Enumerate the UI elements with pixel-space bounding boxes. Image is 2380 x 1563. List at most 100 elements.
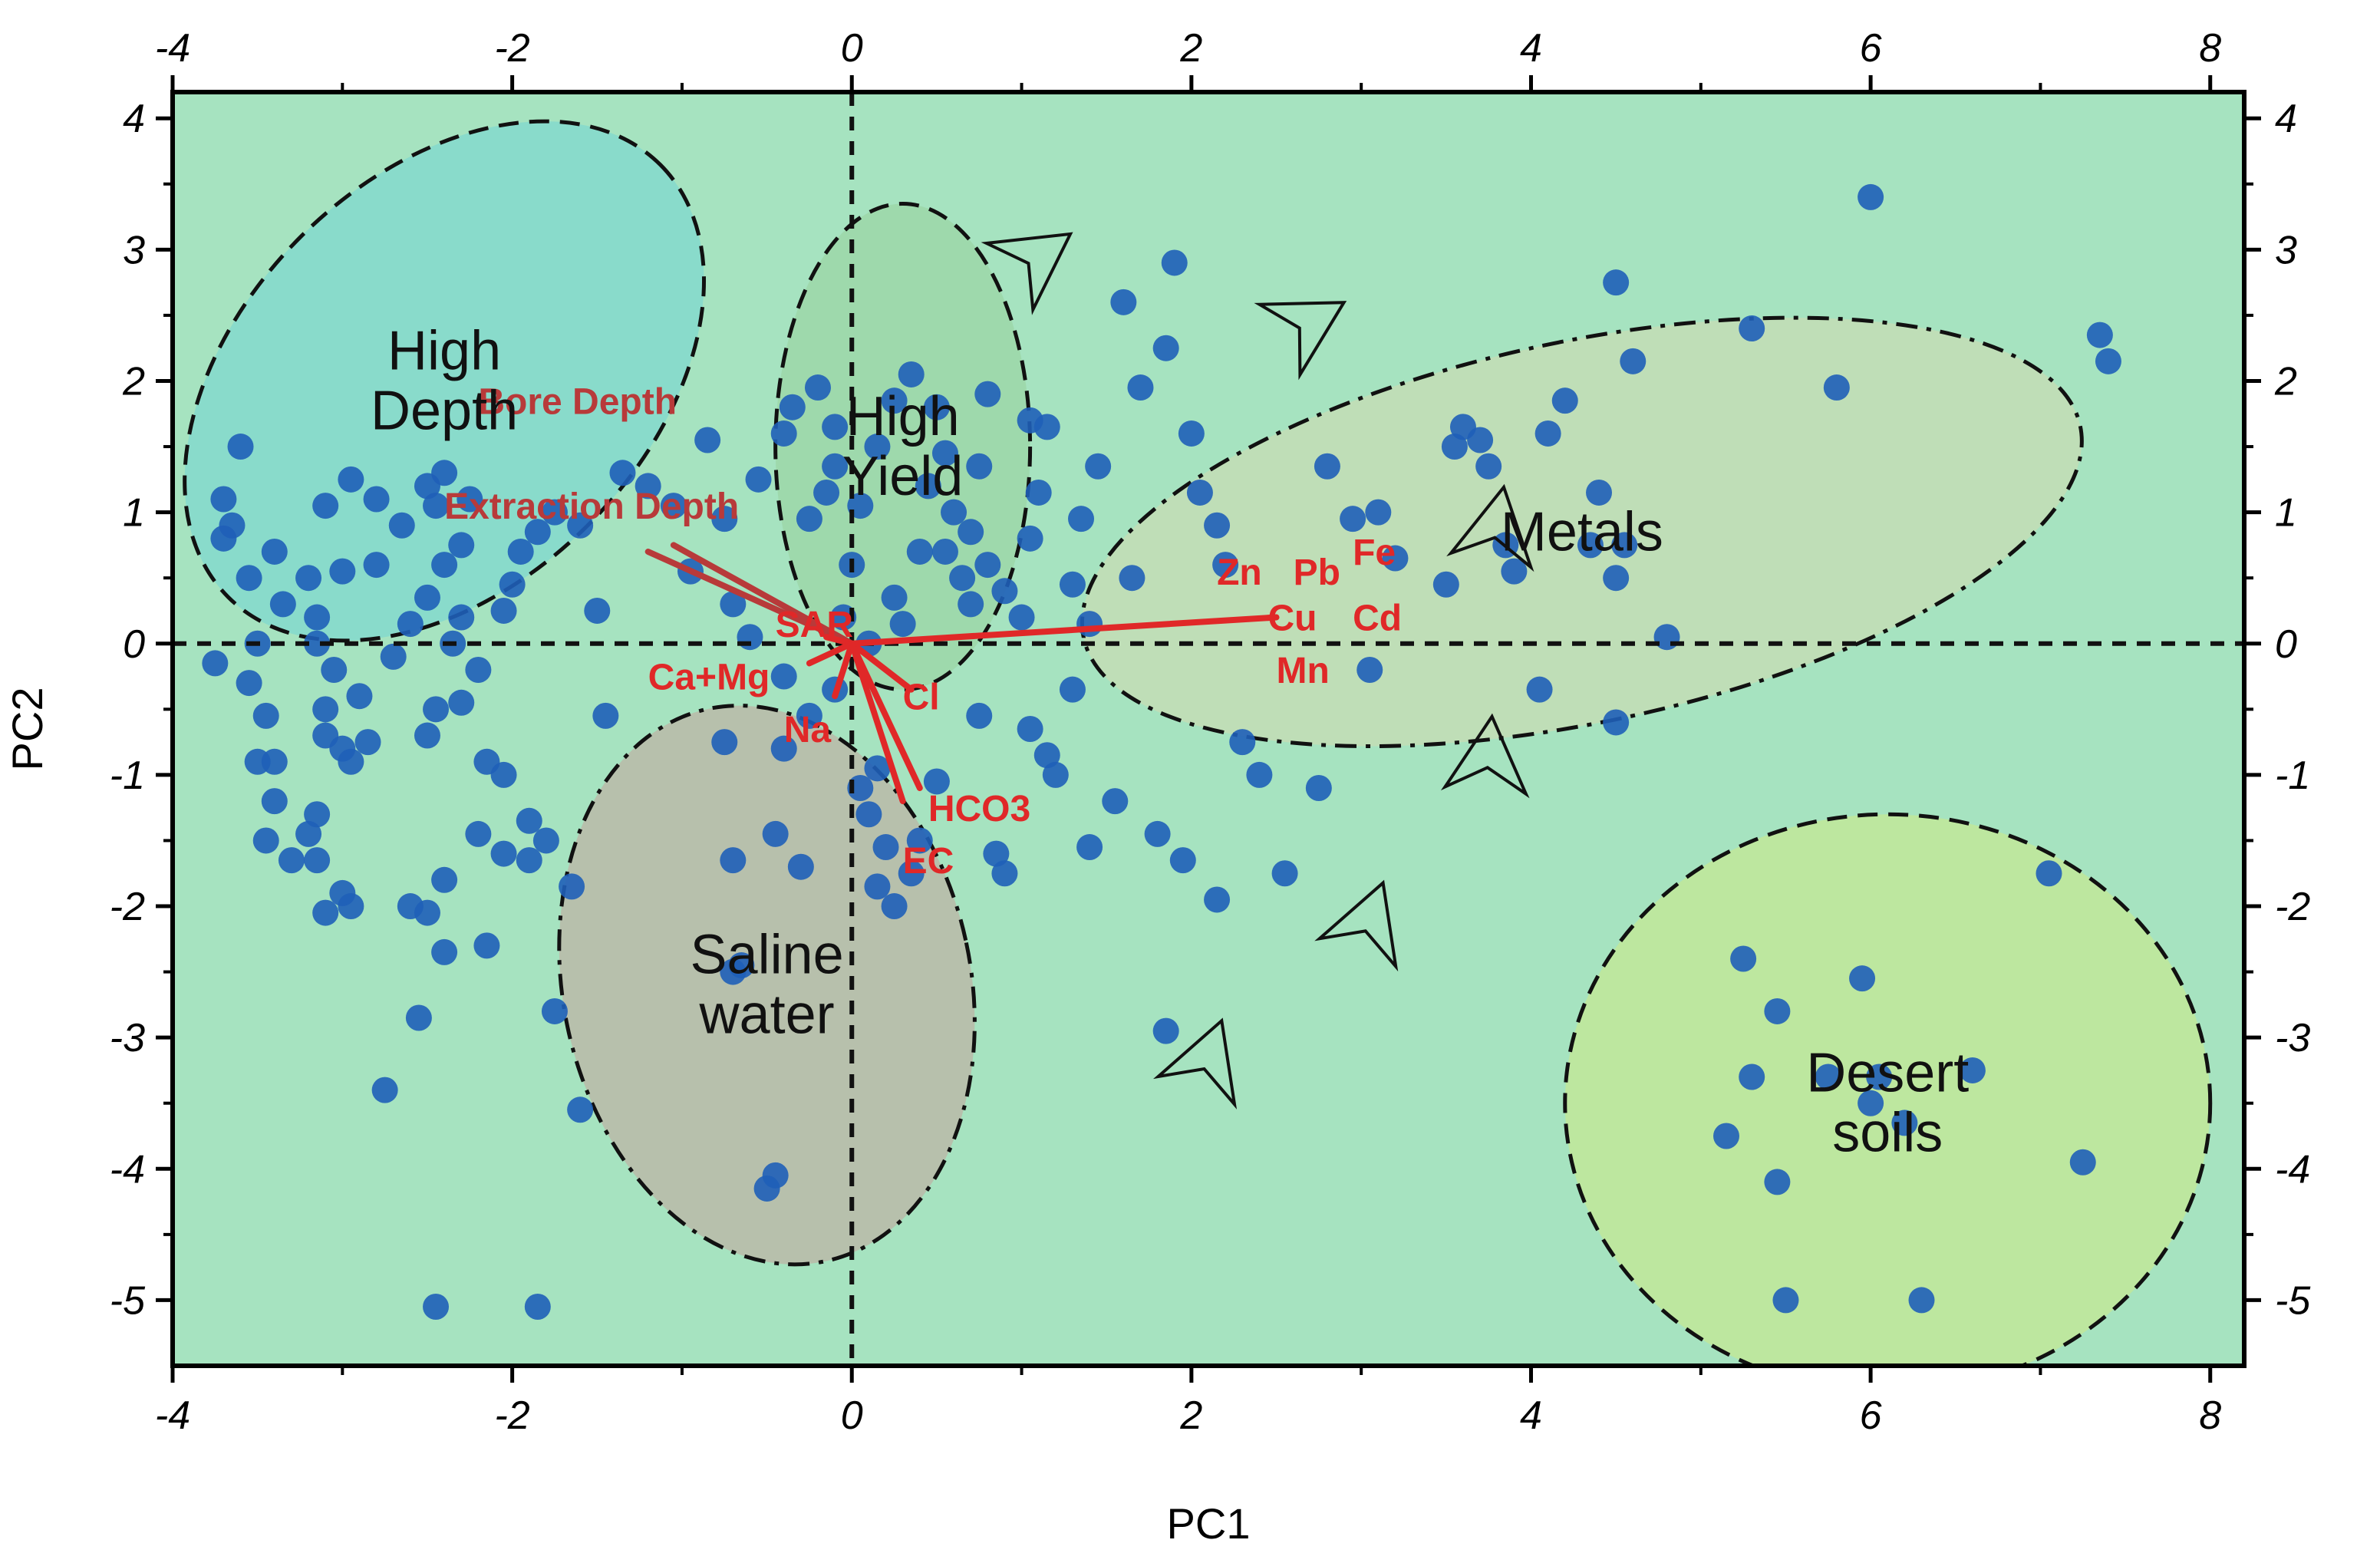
- data-point: [711, 729, 738, 756]
- data-point: [1534, 420, 1561, 447]
- direction-arrow: [1254, 301, 1347, 381]
- data-point: [338, 893, 364, 920]
- data-point: [660, 493, 687, 519]
- loading-label-na: Na: [784, 710, 832, 750]
- data-point: [1204, 512, 1231, 539]
- data-point: [1305, 775, 1332, 802]
- data-point: [1152, 1017, 1179, 1044]
- desert-soils-region: [1563, 812, 2213, 1366]
- data-point: [931, 440, 958, 467]
- data-point: [1271, 860, 1298, 887]
- data-point: [490, 761, 517, 788]
- data-point: [338, 466, 364, 493]
- data-point: [974, 381, 1001, 407]
- data-point: [1076, 834, 1103, 861]
- data-point: [516, 807, 542, 834]
- data-point: [1858, 183, 1884, 210]
- loading-vector: [806, 640, 855, 667]
- x-tick-label-bottom: 2: [1179, 1393, 1202, 1438]
- data-point: [1815, 1063, 1841, 1090]
- plot-frame: [170, 90, 2246, 1368]
- metals-label: Metals: [1501, 501, 1663, 562]
- y-tick-label-left: 2: [122, 359, 145, 404]
- data-point: [414, 584, 440, 611]
- data-point: [380, 643, 407, 670]
- data-point: [864, 755, 891, 782]
- data-point: [312, 493, 339, 519]
- data-point: [227, 434, 254, 460]
- y-tick-label-left: -1: [110, 753, 145, 798]
- data-point: [1382, 545, 1409, 572]
- data-point: [2095, 348, 2121, 374]
- data-point: [1127, 374, 1154, 401]
- data-point: [1246, 761, 1273, 788]
- data-point: [1059, 571, 1086, 598]
- data-point: [2069, 1149, 2096, 1176]
- data-point: [244, 748, 271, 775]
- data-point: [1611, 532, 1638, 559]
- data-point: [490, 597, 517, 624]
- data-point: [1441, 434, 1468, 460]
- direction-arrow: [1153, 1017, 1238, 1110]
- data-point: [983, 840, 1010, 867]
- data-point: [872, 834, 899, 861]
- y-tick-label-right: -4: [2275, 1147, 2310, 1192]
- data-point: [1577, 532, 1604, 559]
- y-tick-label-right: -1: [2275, 753, 2310, 798]
- desert-soils-label: Desert: [1806, 1043, 1969, 1104]
- data-point: [881, 584, 908, 611]
- data-point: [949, 565, 976, 592]
- data-point: [210, 525, 237, 552]
- saline-water-region: [557, 704, 977, 1267]
- data-point: [1017, 407, 1043, 434]
- loading-vector: [849, 640, 915, 693]
- data-point: [1739, 1063, 1765, 1090]
- data-point: [567, 1096, 594, 1123]
- data-point: [1059, 676, 1086, 703]
- loading-vector: [832, 640, 855, 700]
- direction-arrow: [1446, 483, 1534, 572]
- data-point: [269, 591, 296, 618]
- data-point: [1085, 453, 1112, 480]
- data-point: [1110, 289, 1137, 315]
- direction-arrow: [981, 232, 1073, 315]
- data-point: [295, 565, 322, 592]
- data-point: [507, 538, 534, 565]
- data-point: [516, 847, 542, 874]
- data-point: [363, 486, 390, 513]
- data-point: [966, 702, 993, 729]
- x-tick-label-top: 2: [1179, 26, 1202, 71]
- y-tick-label-left: -2: [110, 885, 145, 929]
- x-tick-label-top: 4: [1520, 26, 1542, 71]
- data-point: [304, 630, 331, 657]
- data-point: [1212, 552, 1239, 579]
- loading-label-cu: Cu: [1267, 598, 1317, 639]
- data-point: [745, 466, 772, 493]
- loading-label-cl: Cl: [903, 677, 940, 717]
- data-point: [1102, 788, 1129, 815]
- data-point: [541, 997, 568, 1024]
- data-point: [974, 552, 1001, 579]
- data-point: [1501, 558, 1528, 585]
- data-point: [864, 434, 891, 460]
- loading-vector: [849, 640, 906, 805]
- data-point: [694, 427, 721, 453]
- reference-lines: [173, 92, 2244, 1366]
- data-point: [1186, 479, 1213, 506]
- data-point: [414, 899, 440, 926]
- loading-label-pb: Pb: [1294, 552, 1340, 593]
- data-point: [1849, 965, 1876, 992]
- data-point: [804, 374, 831, 401]
- data-point: [966, 453, 993, 480]
- y-tick-label-right: -2: [2275, 885, 2310, 929]
- data-point: [898, 361, 925, 387]
- direction-arrows: [981, 232, 1534, 1110]
- data-point: [448, 689, 475, 716]
- data-point: [354, 729, 381, 756]
- data-point: [236, 565, 262, 592]
- y-tick-label-right: -3: [2275, 1016, 2310, 1060]
- high-depth-label: High: [387, 320, 501, 381]
- data-point: [304, 801, 331, 828]
- y-tick-label-left: 3: [123, 228, 145, 272]
- data-point: [1068, 506, 1095, 533]
